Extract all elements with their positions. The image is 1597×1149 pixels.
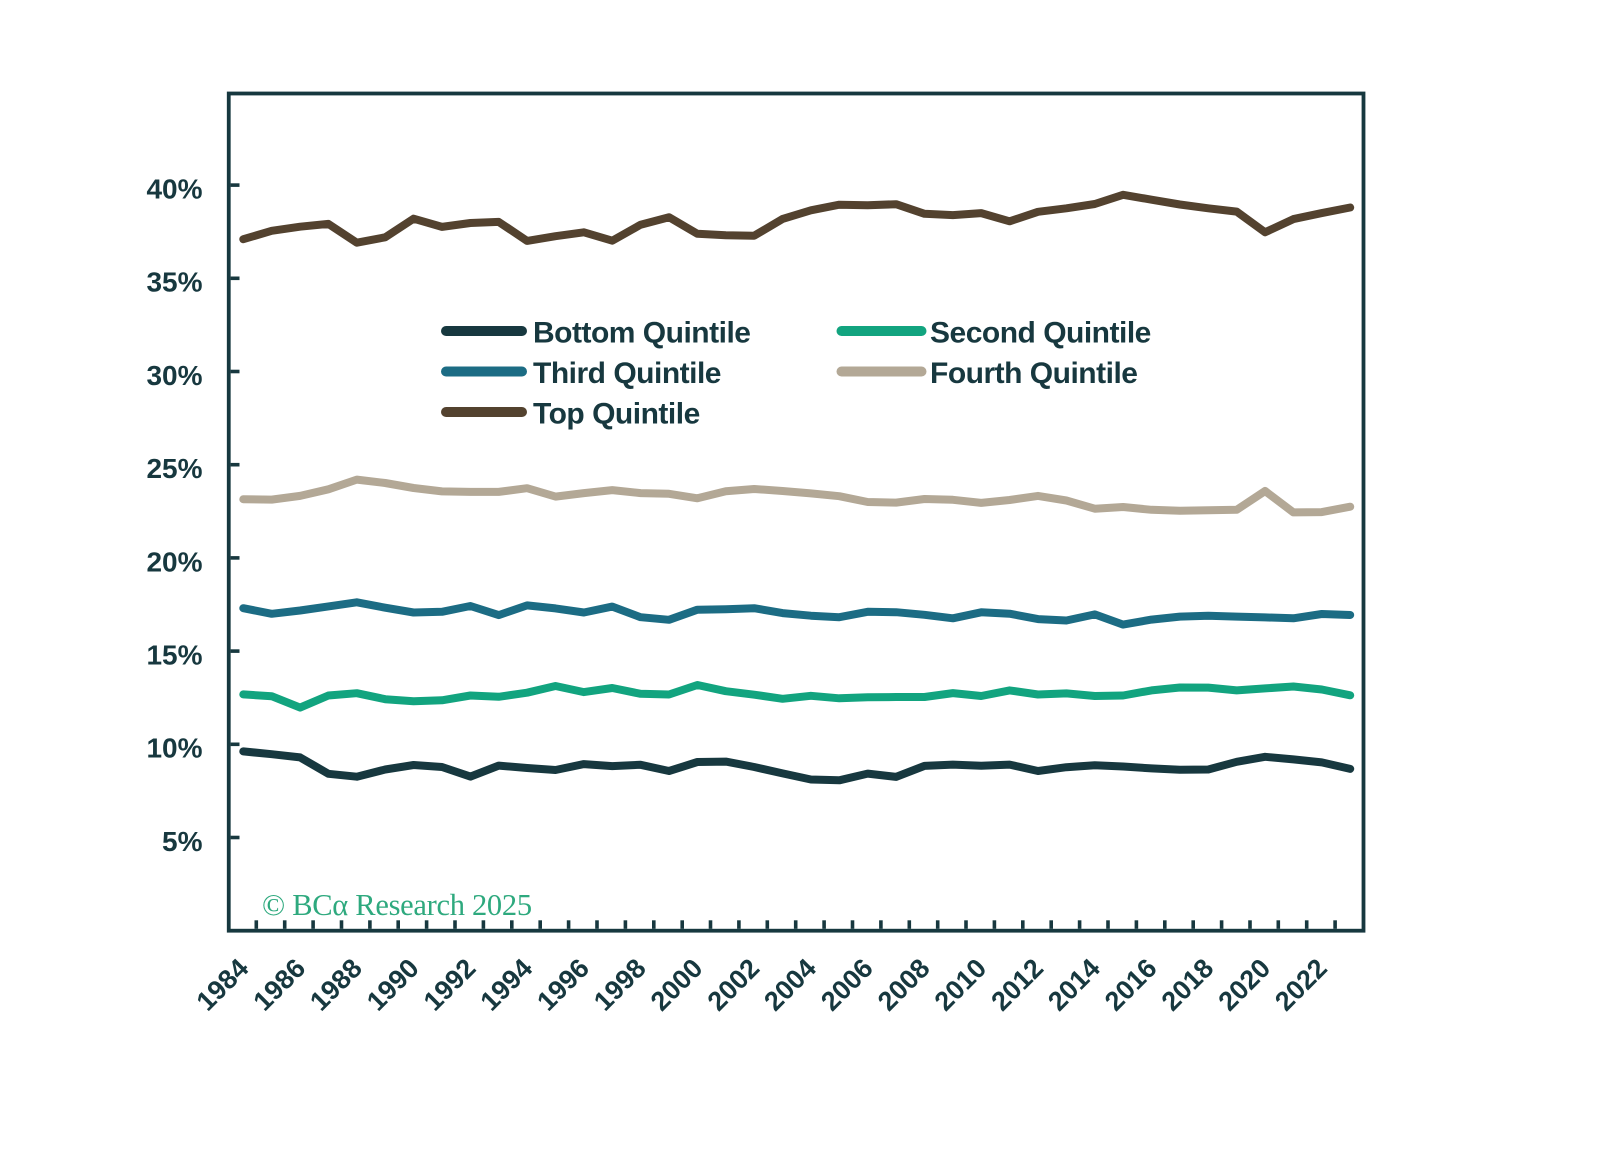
svg-text:10%: 10% <box>146 733 202 764</box>
svg-text:35%: 35% <box>146 267 202 298</box>
svg-text:© BCα Research 2025: © BCα Research 2025 <box>262 888 532 922</box>
svg-text:Third Quintile: Third Quintile <box>533 357 721 390</box>
svg-text:25%: 25% <box>146 453 202 484</box>
svg-text:Top Quintile: Top Quintile <box>533 398 700 431</box>
svg-text:30%: 30% <box>146 360 202 391</box>
svg-text:Fourth Quintile: Fourth Quintile <box>930 357 1137 390</box>
svg-text:Second Quintile: Second Quintile <box>930 317 1151 350</box>
svg-text:40%: 40% <box>146 174 202 205</box>
svg-text:15%: 15% <box>146 640 202 671</box>
svg-text:Bottom Quintile: Bottom Quintile <box>533 317 750 350</box>
svg-text:5%: 5% <box>162 826 203 857</box>
svg-text:20%: 20% <box>146 546 202 577</box>
